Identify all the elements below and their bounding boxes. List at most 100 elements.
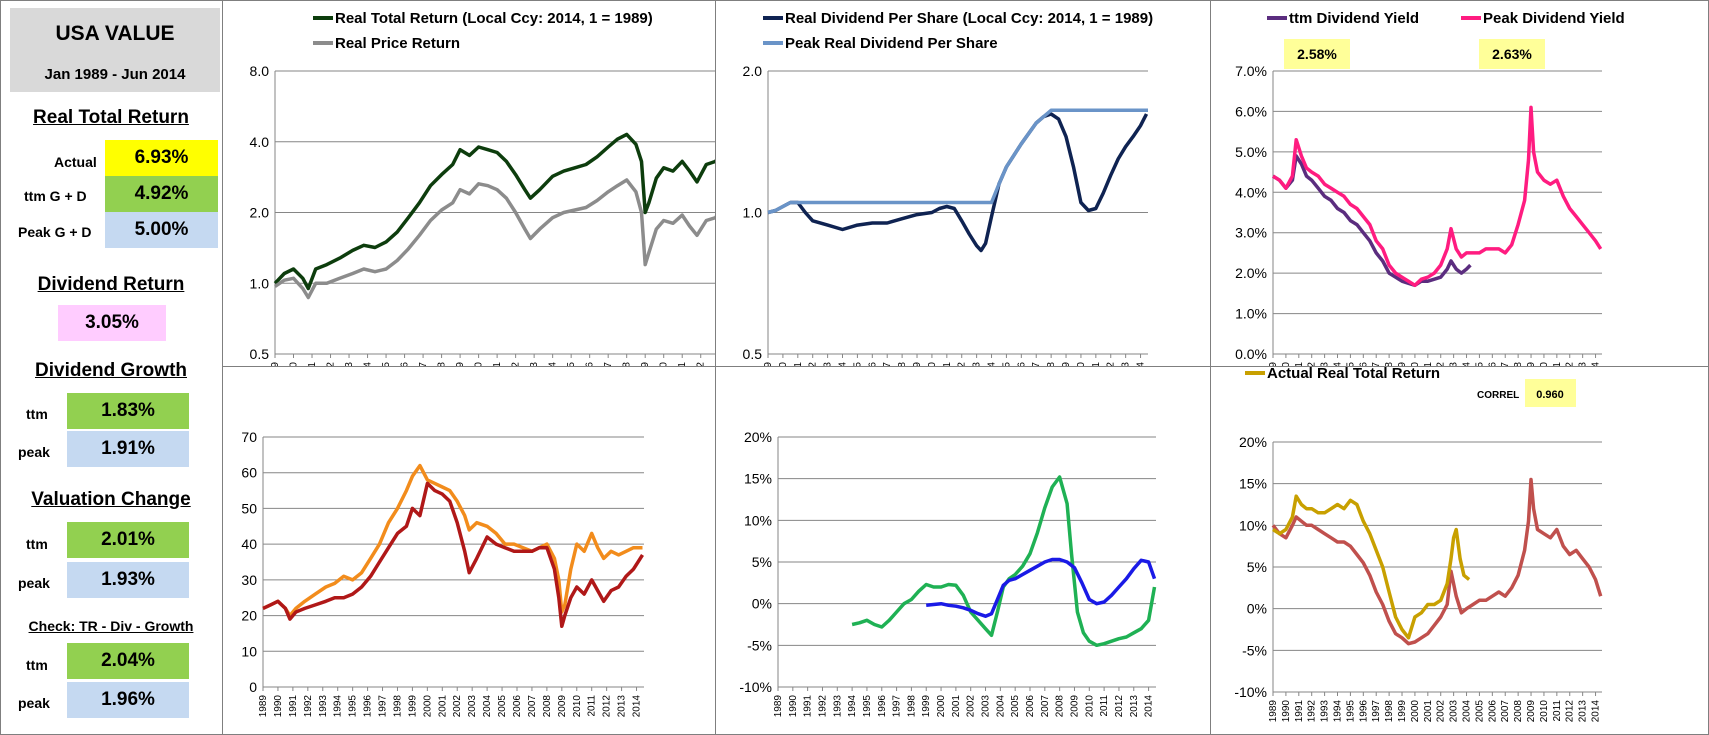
y-tick-label: 10% — [1239, 517, 1267, 533]
x-tick-label: 1990 — [1281, 700, 1292, 723]
x-tick-label: 2004 — [548, 362, 559, 366]
y-tick-label: 5.0% — [1235, 144, 1267, 160]
yield-badge — [1284, 39, 1350, 69]
x-tick-label: 2003 — [467, 695, 478, 718]
x-tick-label: 1998 — [392, 695, 403, 718]
correl-badge — [1525, 379, 1576, 407]
x-tick-label: 2002 — [511, 362, 522, 366]
y-tick-label: 60 — [241, 465, 257, 481]
x-tick-label: 2008 — [542, 695, 553, 718]
x-tick-label: 1990 — [289, 362, 300, 366]
y-tick-label: 15% — [744, 471, 772, 487]
series-line — [767, 108, 1148, 215]
series-line — [1272, 154, 1472, 288]
x-tick-label: 1999 — [921, 695, 932, 718]
x-tick-label: 2007 — [1031, 362, 1042, 366]
x-tick-label: 2004 — [995, 695, 1006, 718]
y-tick-label: 5% — [752, 554, 772, 570]
x-tick-label: 1989 — [258, 695, 269, 718]
divider — [222, 0, 223, 735]
x-tick-label: 1995 — [381, 362, 392, 366]
x-tick-label: 2007 — [603, 362, 614, 366]
y-tick-label: 2.0% — [1235, 265, 1267, 281]
x-tick-label: 1989 — [1268, 362, 1279, 366]
x-tick-label: 1994 — [333, 695, 344, 718]
x-tick-label: 1991 — [1294, 362, 1305, 366]
series-line — [851, 475, 1157, 648]
summary-sidebar: USA VALUE Jan 1989 - Jun 2014 Real Total… — [0, 0, 222, 735]
y-tick-label: 20 — [241, 608, 257, 624]
x-tick-label: 1992 — [303, 695, 314, 718]
y-tick-label: 0 — [249, 679, 257, 695]
x-tick-label: 1993 — [318, 695, 329, 718]
x-tick-label: 2006 — [585, 362, 596, 366]
y-tick-label: 0.0% — [1235, 346, 1267, 362]
x-tick-label: 2012 — [1106, 362, 1117, 366]
x-tick-label: 1996 — [877, 695, 888, 718]
legend-label: Peak Dividend Yield — [1483, 10, 1625, 27]
x-tick-label: 2006 — [512, 695, 523, 718]
x-tick-label: 2000 — [936, 695, 947, 718]
x-tick-label: 1989 — [773, 695, 784, 718]
x-tick-label: 1999 — [1397, 362, 1408, 366]
x-tick-label: 1993 — [344, 362, 355, 366]
series-line — [767, 112, 1149, 253]
correl-value: 0.960 — [1536, 389, 1564, 401]
x-tick-label: 1989 — [1268, 700, 1279, 723]
series-line — [1272, 494, 1471, 640]
x-tick-label: 2014 — [1591, 362, 1602, 366]
x-tick-label: 1998 — [1384, 700, 1395, 723]
x-tick-label: 2003 — [529, 362, 540, 366]
x-tick-label: 2012 — [696, 362, 707, 366]
x-tick-label: 2010 — [659, 362, 670, 366]
y-tick-label: 10 — [241, 643, 257, 659]
x-tick-label: 2002 — [1436, 700, 1447, 723]
x-tick-label: 2012 — [1565, 700, 1576, 723]
valuation-change-ttm-value: 2.01% — [67, 522, 189, 558]
x-tick-label: 2010 — [1539, 700, 1550, 723]
y-tick-label: 6.0% — [1235, 103, 1267, 119]
x-tick-label: 1994 — [1333, 700, 1344, 723]
x-tick-label: 2005 — [1474, 362, 1485, 366]
x-tick-label: 1998 — [437, 362, 448, 366]
y-tick-label: 0.5 — [743, 346, 763, 362]
x-tick-label: 2010 — [1539, 362, 1550, 366]
x-tick-label: 2013 — [714, 362, 715, 366]
x-tick-label: 1993 — [1320, 362, 1331, 366]
x-tick-label: 2013 — [1578, 362, 1589, 366]
row-label: ttm — [26, 406, 48, 422]
row-label: Peak G + D — [18, 224, 92, 240]
x-tick-label: 1991 — [288, 695, 299, 718]
x-tick-label: 1991 — [803, 695, 814, 718]
divider — [1210, 0, 1211, 735]
x-tick-label: 2010 — [1084, 695, 1095, 718]
x-tick-label: 2000 — [422, 695, 433, 718]
y-tick-label: 0.5 — [250, 346, 270, 362]
dividend-return-value: 3.05% — [58, 305, 166, 341]
x-tick-label: 1995 — [1345, 362, 1356, 366]
actual-return-value: 6.93% — [105, 140, 218, 176]
x-tick-label: 2005 — [497, 695, 508, 718]
x-tick-label: 2000 — [474, 362, 485, 366]
yield-badge — [1479, 39, 1545, 69]
x-tick-label: 2003 — [1449, 700, 1460, 723]
y-tick-label: 30 — [241, 572, 257, 588]
x-tick-label: 2008 — [1046, 362, 1057, 366]
y-tick-label: -10% — [739, 679, 772, 695]
legend-label: Actual Real Total Return — [1267, 367, 1440, 382]
y-tick-label: 1.0 — [250, 275, 270, 291]
series-line — [273, 132, 715, 291]
x-tick-label: 1995 — [862, 695, 873, 718]
y-tick-label: 7.0% — [1235, 63, 1267, 79]
x-tick-label: 1993 — [823, 362, 834, 366]
y-tick-label: 0% — [1247, 601, 1267, 617]
x-tick-label: 1994 — [847, 695, 858, 718]
x-tick-label: 1989 — [270, 362, 281, 366]
chart-dividend-yield: 0.0% 1.0% 2.0% 3.0% 4.0% 5.0% 6.0% 7.0% 19891990… — [1235, 10, 1625, 366]
real-total-return-heading: Real Total Return — [33, 107, 189, 128]
y-tick-label: 70 — [241, 429, 257, 445]
series-line — [1271, 477, 1603, 646]
y-tick-label: -10% — [1234, 684, 1267, 700]
series-line — [274, 178, 715, 300]
y-tick-label: 5% — [1247, 559, 1267, 575]
